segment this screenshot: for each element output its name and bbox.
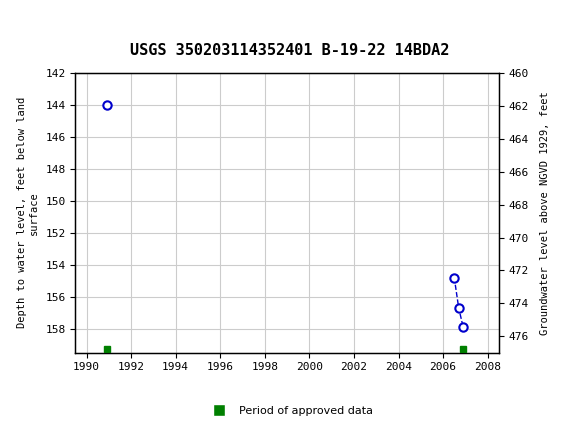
Legend: Period of approved data: Period of approved data [203,401,377,420]
Y-axis label: Groundwater level above NGVD 1929, feet: Groundwater level above NGVD 1929, feet [540,91,550,335]
Y-axis label: Depth to water level, feet below land
surface: Depth to water level, feet below land su… [17,97,38,329]
Text: ☒ USGS: ☒ USGS [9,17,86,35]
Text: USGS 350203114352401 B-19-22 14BDA2: USGS 350203114352401 B-19-22 14BDA2 [130,43,450,58]
